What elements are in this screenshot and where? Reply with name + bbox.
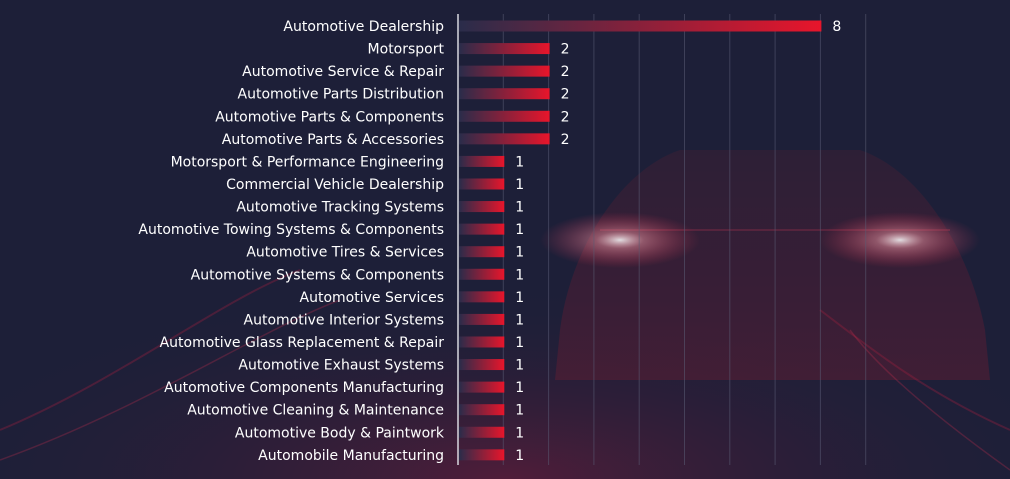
value-label: 2 xyxy=(561,109,570,125)
bar xyxy=(459,201,505,213)
category-label: Automotive Parts & Accessories xyxy=(222,132,444,148)
category-label: Automotive Interior Systems xyxy=(244,312,444,328)
value-label: 1 xyxy=(515,335,524,351)
category-label: Motorsport & Performance Engineering xyxy=(171,154,444,170)
value-label: 2 xyxy=(561,64,570,80)
value-label: 1 xyxy=(515,358,524,374)
value-label: 1 xyxy=(515,222,524,238)
bar xyxy=(459,404,505,416)
bar xyxy=(459,246,505,258)
category-label: Automobile Manufacturing xyxy=(258,448,444,464)
value-label: 2 xyxy=(561,87,570,103)
category-label: Automotive Cleaning & Maintenance xyxy=(187,403,444,419)
bar xyxy=(459,336,505,348)
value-label: 1 xyxy=(515,245,524,261)
bar xyxy=(459,291,505,303)
category-label: Automotive Exhaust Systems xyxy=(238,358,444,374)
category-label: Automotive Tires & Services xyxy=(246,245,444,261)
bar xyxy=(459,359,505,371)
value-label: 1 xyxy=(515,267,524,283)
category-label: Automotive Services xyxy=(300,290,444,306)
bar xyxy=(459,178,505,190)
category-label: Automotive Glass Replacement & Repair xyxy=(160,335,445,351)
bar xyxy=(459,110,550,122)
value-label: 1 xyxy=(515,200,524,216)
bar xyxy=(459,155,505,167)
bars xyxy=(459,20,822,461)
bar xyxy=(459,223,505,235)
value-label: 1 xyxy=(515,448,524,464)
value-label: 2 xyxy=(561,42,570,58)
bar xyxy=(459,133,550,145)
category-label: Automotive Body & Paintwork xyxy=(235,425,445,441)
bar xyxy=(459,449,505,461)
value-label: 1 xyxy=(515,380,524,396)
category-label: Commercial Vehicle Dealership xyxy=(226,177,444,193)
category-label: Automotive Service & Repair xyxy=(242,64,444,80)
value-label: 1 xyxy=(515,403,524,419)
category-label: Automotive Dealership xyxy=(283,19,444,35)
bar xyxy=(459,43,550,55)
bar xyxy=(459,268,505,280)
category-labels: Automotive Dealership Motorsport Automotiv… xyxy=(138,19,445,464)
value-label: 1 xyxy=(515,425,524,441)
gridlines xyxy=(502,14,867,465)
bar xyxy=(459,426,505,438)
value-labels: 8 2 2 2 2 2 1 1 1 1 1 1 1 1 1 1 1 1 1 1 xyxy=(515,19,841,464)
category-label: Motorsport xyxy=(368,42,445,58)
bar xyxy=(459,65,550,77)
bar xyxy=(459,381,505,393)
value-label: 1 xyxy=(515,154,524,170)
category-label: Automotive Components Manufacturing xyxy=(164,380,444,396)
category-label: Automotive Systems & Components xyxy=(191,267,444,283)
value-label: 1 xyxy=(515,312,524,328)
bar xyxy=(459,88,550,100)
category-label: Automotive Towing Systems & Components xyxy=(138,222,444,238)
value-label: 8 xyxy=(832,19,841,35)
category-label: Automotive Tracking Systems xyxy=(236,200,444,216)
category-label: Automotive Parts Distribution xyxy=(238,87,445,103)
value-label: 2 xyxy=(561,132,570,148)
bar xyxy=(459,20,822,32)
category-label: Automotive Parts & Components xyxy=(215,109,444,125)
value-label: 1 xyxy=(515,290,524,306)
value-label: 1 xyxy=(515,177,524,193)
bar xyxy=(459,313,505,325)
